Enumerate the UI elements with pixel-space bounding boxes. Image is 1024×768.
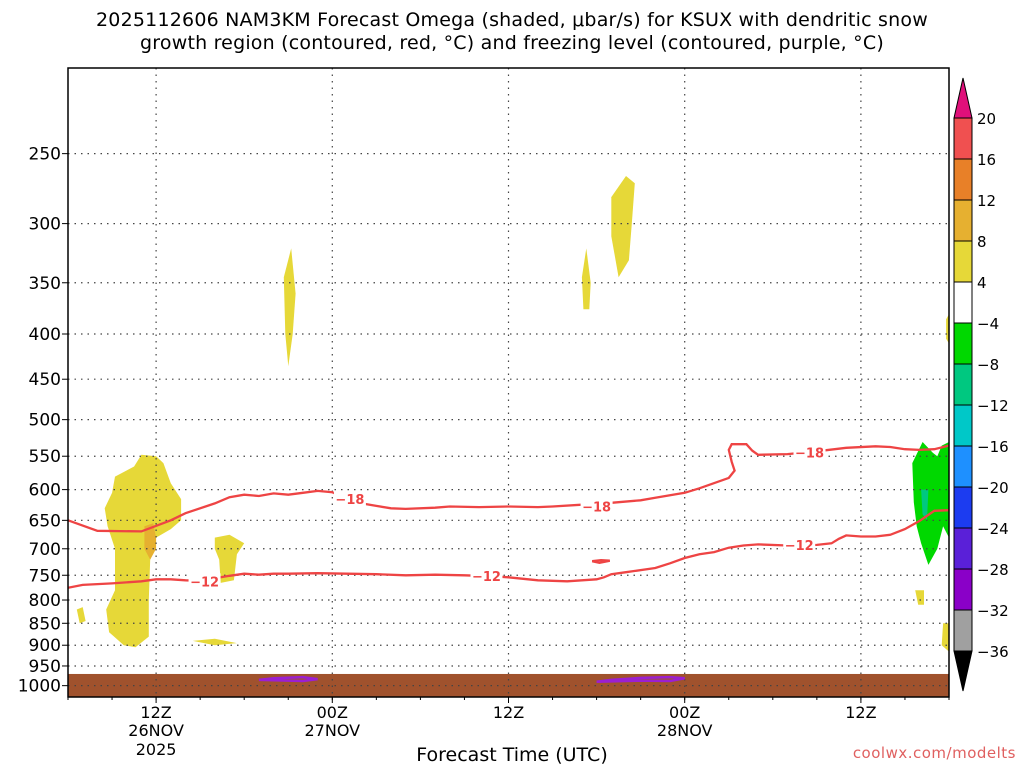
colorbar-band-12 xyxy=(953,609,973,652)
dgz-label-bg xyxy=(470,567,503,584)
dgz-label-text: −18 xyxy=(335,493,364,508)
colorbar-label-2: 12 xyxy=(977,192,996,210)
plot-frame xyxy=(67,67,950,698)
colorbar-band-11 xyxy=(953,568,973,611)
x-tick-label-30: 12Z xyxy=(493,703,524,722)
colorbar-band-2 xyxy=(953,199,973,242)
y-tick-label-950: 950 xyxy=(29,657,61,677)
colorbar-label-7: −12 xyxy=(977,397,1009,415)
dgz-label-text: −12 xyxy=(472,570,501,585)
dgz-label-bg xyxy=(188,573,221,590)
colorbar-band-4 xyxy=(953,281,973,324)
colorbar-band-6 xyxy=(953,363,973,406)
colorbar-band-7 xyxy=(953,404,973,447)
colorbar-band-5 xyxy=(953,322,973,365)
x-tick-label-42: 00Z xyxy=(669,703,700,722)
y-tick-label-400: 400 xyxy=(29,325,61,345)
dgz-label-text: −18 xyxy=(582,501,611,516)
omega-shaded-region-1 xyxy=(144,523,157,560)
dgz-contour-label-2: −18 xyxy=(793,444,826,462)
omega-shaded-region-0 xyxy=(104,454,182,648)
dgz-label-text: −12 xyxy=(190,575,219,590)
colorbar-label-13: −36 xyxy=(977,643,1009,661)
omega-shaded-region-2 xyxy=(214,534,245,583)
colorbar-band-9 xyxy=(953,486,973,529)
colorbar-label-5: −4 xyxy=(977,315,999,333)
y-tick-label-250: 250 xyxy=(29,145,61,165)
chart-title-line-2: growth region (contoured, red, °C) and f… xyxy=(140,32,884,54)
x-tick-label-6: 12Z xyxy=(140,703,171,722)
y-tick-label-600: 600 xyxy=(29,481,61,501)
y-tick-label-550: 550 xyxy=(29,447,61,467)
y-tick-label-300: 300 xyxy=(29,215,61,235)
dgz-contour-0 xyxy=(68,443,949,533)
dgz-label-bg xyxy=(580,498,613,515)
x-axis-label: Forecast Time (UTC) xyxy=(416,744,608,766)
colorbar-label-1: 16 xyxy=(977,151,996,169)
colorbar-band-10 xyxy=(953,527,973,570)
dgz-contour-label-4: −12 xyxy=(470,567,503,585)
x-tick-label-18: 00Z xyxy=(317,703,348,722)
omega-shaded-region-12 xyxy=(921,489,929,521)
dgz-label-bg xyxy=(793,444,826,461)
omega-shaded-region-5 xyxy=(283,248,296,367)
colorbar-label-8: −16 xyxy=(977,438,1009,456)
x-tick-date-42: 28NOV xyxy=(657,721,713,740)
colorbar: 20 16 12 8 4 −4 −8 −12 −16 −20 −24 −28 −32 −36 xyxy=(953,77,1009,692)
freezing-level-contour-0 xyxy=(258,675,318,683)
y-tick-label-750: 750 xyxy=(29,566,61,586)
dgz-contour-label-1: −18 xyxy=(580,498,613,516)
y-tick-label-500: 500 xyxy=(29,411,61,431)
y-tick-label-900: 900 xyxy=(29,636,61,656)
colorbar-top-arrow xyxy=(953,77,973,119)
y-tick-label-650: 650 xyxy=(29,511,61,531)
colorbar-label-10: −24 xyxy=(977,520,1009,538)
x-tick-label-54: 12Z xyxy=(845,703,876,722)
colorbar-label-9: −20 xyxy=(977,479,1009,497)
freezing-level-contour-1 xyxy=(596,675,685,684)
dgz-label-text: −18 xyxy=(795,447,824,462)
dgz-contour-label-3: −12 xyxy=(188,573,221,590)
colorbar-band-0 xyxy=(953,117,973,160)
chart-title-line-1: 2025112606 NAM3KM Forecast Omega (shaded… xyxy=(96,9,928,31)
colorbar-label-12: −32 xyxy=(977,602,1009,620)
plot-area: −18 −18 −18 −12 −12 −12 xyxy=(68,68,949,697)
colorbar-label-3: 8 xyxy=(977,233,987,251)
omega-shaded-region-6 xyxy=(581,248,591,310)
colorbar-band-8 xyxy=(953,445,973,488)
x-tick-year-6: 2025 xyxy=(136,740,177,759)
omega-shaded-region-10 xyxy=(915,590,924,605)
y-tick-label-850: 850 xyxy=(29,614,61,634)
y-tick-label-1000: 1000 xyxy=(18,677,61,697)
dgz-label-bg xyxy=(783,536,816,553)
omega-shaded-region-7 xyxy=(611,176,635,278)
omega-shaded-region-9 xyxy=(941,623,949,652)
dgz-contour-2 xyxy=(591,558,611,564)
x-tick-date-18: 27NOV xyxy=(305,721,361,740)
omega-shaded-region-3 xyxy=(76,607,86,624)
y-tick-label-800: 800 xyxy=(29,591,61,611)
x-tick-date-6: 26NOV xyxy=(128,721,184,740)
colorbar-band-3 xyxy=(953,240,973,283)
dgz-contour-label-0: −18 xyxy=(333,491,366,508)
credit-link[interactable]: coolwx.com/modelts xyxy=(852,744,1016,762)
y-tick-label-450: 450 xyxy=(29,370,61,390)
colorbar-label-0: 20 xyxy=(977,110,996,128)
colorbar-label-4: 4 xyxy=(977,274,987,292)
omega-shaded-region-4 xyxy=(192,638,237,646)
colorbar-label-11: −28 xyxy=(977,561,1009,579)
dgz-contour-label-5: −12 xyxy=(783,536,816,554)
colorbar-label-6: −8 xyxy=(977,356,999,374)
y-tick-label-350: 350 xyxy=(29,274,61,294)
colorbar-band-1 xyxy=(953,158,973,201)
y-tick-label-700: 700 xyxy=(29,540,61,560)
dgz-label-text: −12 xyxy=(785,539,814,554)
colorbar-bottom-arrow xyxy=(953,650,973,692)
omega-shaded-region-11 xyxy=(912,442,949,565)
dgz-label-bg xyxy=(333,491,366,508)
